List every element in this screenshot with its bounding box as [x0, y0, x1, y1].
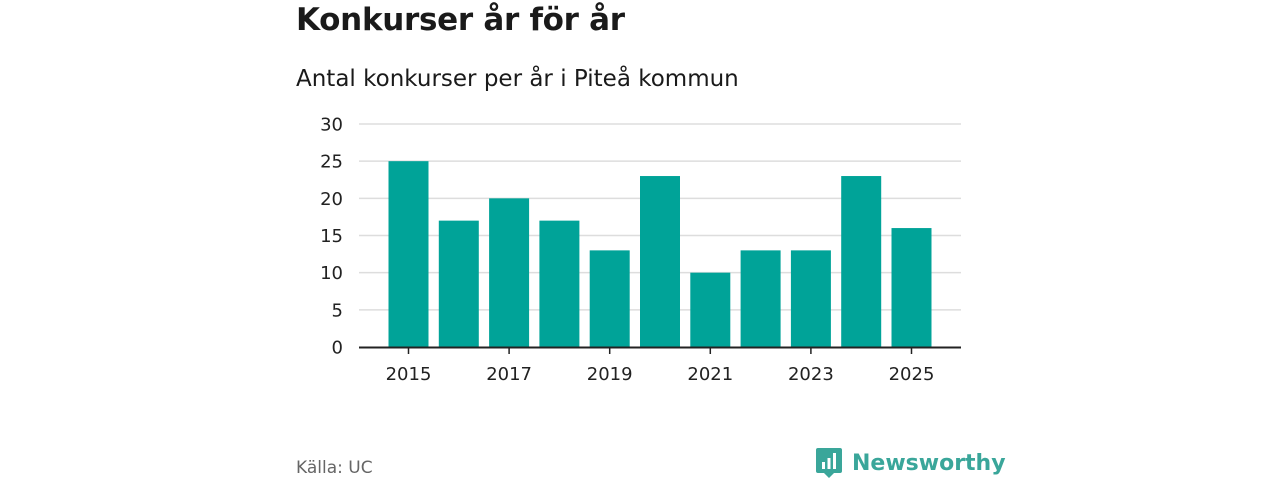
bar	[589, 250, 630, 347]
x-tick-label: 2023	[788, 364, 834, 385]
bar	[438, 220, 479, 347]
bar	[640, 176, 680, 347]
x-tick-label: 2025	[889, 364, 935, 385]
bar	[388, 161, 429, 347]
y-tick-label: 15	[320, 226, 343, 247]
bar	[841, 176, 882, 347]
x-axis-ticks: 2015 2017 2019 2021 2023 2025	[386, 347, 935, 385]
y-tick-label: 25	[320, 152, 343, 173]
bar	[690, 272, 731, 347]
bars	[388, 161, 932, 347]
bar	[891, 228, 932, 347]
chart-subtitle: Antal konkurser per år i Piteå kommun	[296, 66, 739, 92]
bar	[790, 250, 831, 347]
newsworthy-logo-icon	[816, 448, 842, 478]
y-tick-label: 20	[320, 189, 343, 210]
y-axis-ticks: 0 5 10 15 20 25 30	[320, 115, 343, 359]
bar	[740, 250, 781, 347]
brand-name: Newsworthy	[852, 450, 1006, 476]
chart-title: Konkurser år för år	[296, 2, 625, 38]
source-label: Källa: UC	[296, 458, 373, 478]
y-tick-label: 0	[332, 338, 343, 359]
bar	[489, 198, 530, 347]
y-tick-label: 10	[320, 263, 343, 284]
y-tick-label: 5	[332, 300, 343, 321]
x-tick-label: 2017	[486, 364, 532, 385]
x-tick-label: 2015	[386, 364, 432, 385]
x-tick-label: 2019	[587, 364, 633, 385]
y-tick-label: 30	[320, 115, 343, 136]
x-tick-label: 2021	[687, 364, 733, 385]
bar	[539, 220, 580, 347]
brand-logo[interactable]: Newsworthy	[815, 446, 1006, 480]
